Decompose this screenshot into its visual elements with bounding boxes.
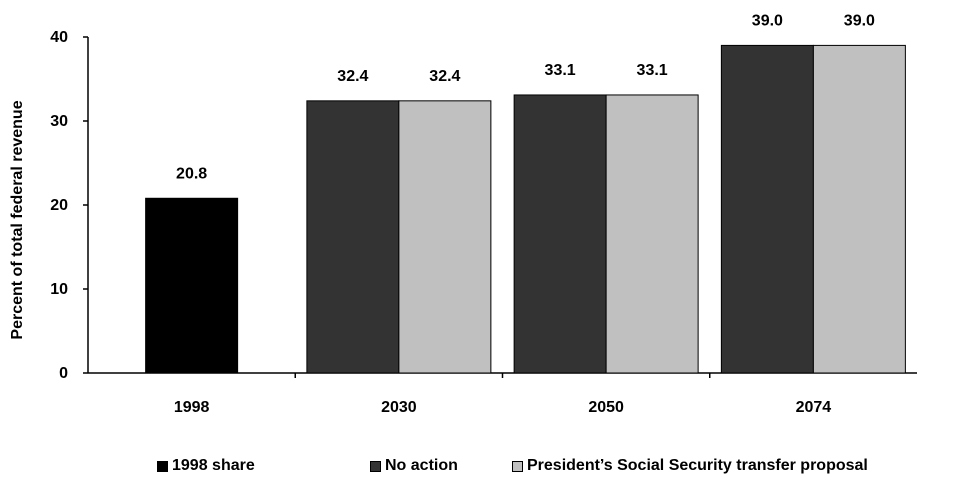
data-label: 32.4 — [337, 68, 368, 85]
y-tick-label: 40 — [50, 29, 68, 46]
bar — [812, 44, 906, 374]
data-label: 33.1 — [545, 62, 576, 79]
bar — [306, 100, 400, 374]
y-tick-label: 30 — [50, 113, 68, 130]
legend-item-no-action: No action — [370, 457, 458, 475]
y-tick-label: 0 — [59, 365, 68, 382]
x-tick-label: 2074 — [796, 399, 832, 416]
x-tick-label: 2030 — [381, 399, 417, 416]
x-tick-label: 1998 — [174, 399, 210, 416]
legend-swatch-1998-share — [157, 460, 168, 472]
legend: 1998 share No action President’s Social … — [0, 457, 961, 479]
legend-swatch-no-action — [370, 460, 381, 472]
data-label: 20.8 — [176, 165, 207, 182]
x-tick-label: 2050 — [588, 399, 624, 416]
data-label: 32.4 — [429, 68, 460, 85]
bar — [513, 94, 607, 374]
bar — [398, 100, 492, 374]
y-axis-label: Percent of total federal revenue — [9, 100, 26, 339]
y-tick-label: 10 — [50, 281, 68, 298]
legend-item-1998-share: 1998 share — [157, 457, 255, 475]
legend-swatch-transfer-proposal — [512, 460, 523, 472]
data-label: 33.1 — [637, 62, 668, 79]
data-label: 39.0 — [752, 12, 783, 29]
data-label: 39.0 — [844, 12, 875, 29]
y-tick-label: 20 — [50, 197, 68, 214]
legend-label-no-action: No action — [385, 457, 458, 474]
bar — [720, 44, 814, 374]
bar — [145, 197, 239, 374]
legend-item-transfer-proposal: President’s Social Security transfer pro… — [512, 457, 868, 475]
legend-label-1998-share: 1998 share — [172, 457, 255, 474]
bar — [605, 94, 699, 374]
legend-label-transfer-proposal: President’s Social Security transfer pro… — [527, 457, 868, 474]
